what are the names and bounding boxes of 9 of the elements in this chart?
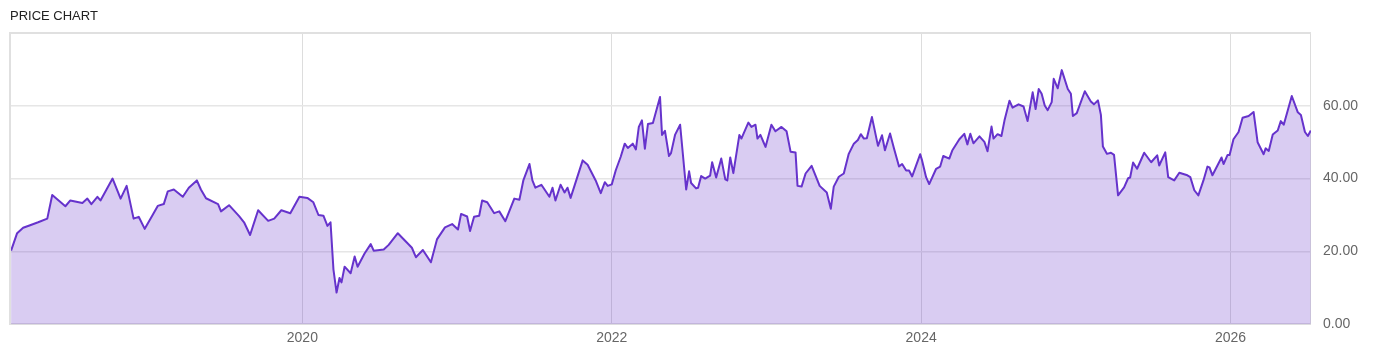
x-tick-label: 2026 — [1214, 329, 1247, 346]
y-tick-label: 20.00 — [1322, 242, 1359, 259]
y-tick-label: 0.00 — [1322, 315, 1351, 332]
x-tick-label: 2022 — [596, 329, 628, 346]
x-tick-label: 2024 — [905, 329, 937, 346]
chart-title: PRICE CHART — [10, 8, 98, 23]
y-tick-label: 40.00 — [1322, 169, 1359, 186]
x-tick-label: 2020 — [286, 329, 319, 346]
y-tick-label: 60.00 — [1322, 96, 1359, 113]
